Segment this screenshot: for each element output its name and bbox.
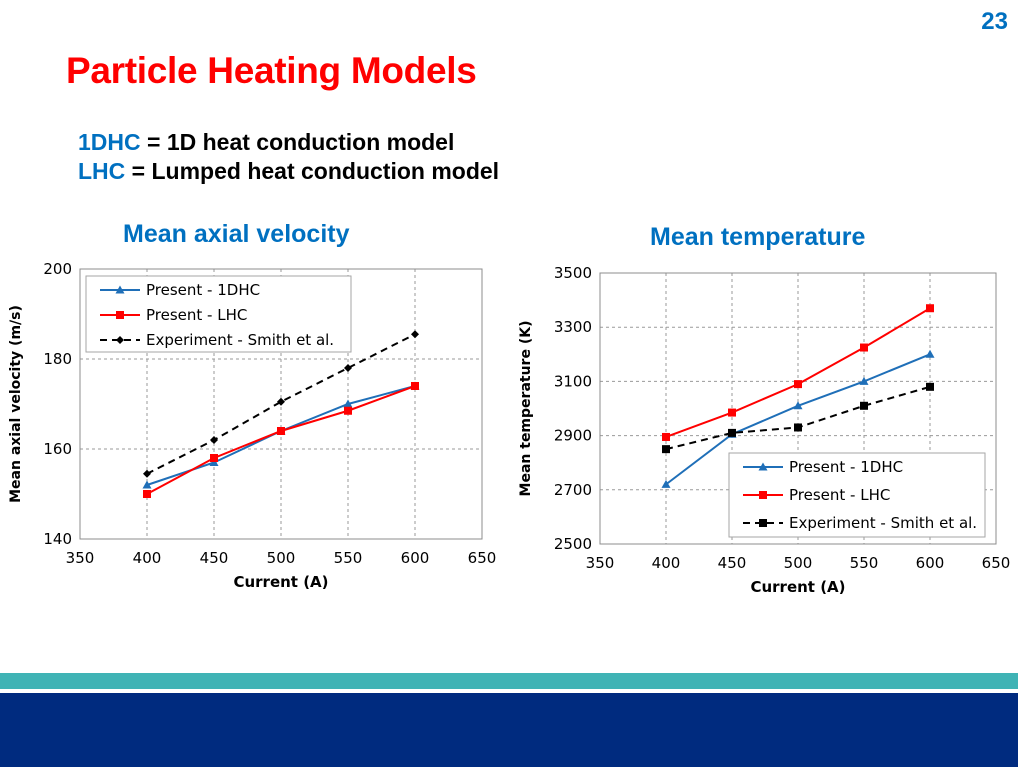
x-tick-label: 400	[652, 554, 681, 572]
data-point	[210, 436, 218, 444]
x-tick-label: 650	[468, 549, 497, 567]
data-point	[277, 397, 285, 406]
y-tick-label: 3300	[554, 318, 592, 336]
x-tick-label: 550	[334, 549, 363, 567]
data-point	[728, 408, 736, 417]
x-tick-label: 450	[200, 549, 229, 567]
data-point	[794, 380, 802, 389]
definition-text: = Lumped heat conduction model	[125, 158, 500, 184]
x-tick-label: 350	[66, 549, 95, 567]
data-point	[411, 330, 419, 339]
data-point	[661, 479, 671, 488]
legend-marker	[115, 285, 125, 294]
data-point	[926, 304, 934, 313]
data-point	[210, 454, 218, 462]
data-point	[143, 490, 151, 498]
footer-navy-band	[0, 693, 1018, 767]
model-definitions: 1DHC = 1D heat conduction model LHC = Lu…	[78, 128, 499, 186]
y-axis-label: Mean temperature (K)	[518, 321, 534, 497]
legend-marker	[116, 336, 124, 344]
y-tick-label: 200	[43, 260, 72, 278]
legend-label: Present - 1DHC	[789, 458, 903, 476]
data-point	[142, 480, 152, 489]
y-tick-label: 3500	[554, 264, 592, 282]
x-tick-label: 500	[784, 554, 813, 572]
data-point	[344, 364, 352, 372]
data-point	[343, 399, 353, 408]
x-tick-label: 350	[586, 554, 615, 572]
data-point	[728, 428, 736, 437]
footer-teal-band	[0, 673, 1018, 689]
data-point	[793, 401, 803, 410]
definition-abbr: LHC	[78, 158, 126, 184]
definition-abbr: 1DHC	[78, 129, 141, 155]
legend-marker	[759, 519, 767, 527]
x-tick-label: 450	[718, 554, 747, 572]
y-tick-label: 2500	[554, 535, 592, 553]
page-number: 23	[981, 8, 1008, 35]
velocity-chart-title: Mean axial velocity	[123, 220, 350, 248]
data-point	[860, 401, 868, 410]
temperature-chart-title: Mean temperature	[650, 223, 866, 251]
data-point	[859, 376, 869, 385]
x-axis-label: Current (A)	[233, 573, 328, 591]
definition-text: = 1D heat conduction model	[140, 129, 455, 155]
legend-label: Experiment - Smith et al.	[146, 331, 334, 349]
definition-lhc: LHC = Lumped heat conduction model	[78, 157, 499, 186]
data-point	[860, 343, 868, 352]
data-point	[794, 423, 802, 432]
slide-title: Particle Heating Models	[66, 50, 477, 91]
legend-label: Present - LHC	[789, 486, 890, 504]
data-point	[926, 382, 934, 391]
series-line	[146, 333, 416, 475]
plot-area	[79, 268, 483, 540]
legend-marker	[759, 491, 767, 499]
legend-label: Experiment - Smith et al.	[789, 514, 977, 532]
y-tick-label: 2700	[554, 481, 592, 499]
definition-1dhc: 1DHC = 1D heat conduction model	[78, 128, 499, 157]
x-tick-label: 600	[401, 549, 430, 567]
y-tick-label: 140	[43, 530, 72, 548]
legend-marker	[758, 462, 768, 471]
data-point	[662, 445, 670, 454]
data-point	[925, 349, 935, 358]
plot-area	[599, 272, 997, 545]
x-tick-label: 500	[267, 549, 296, 567]
data-point	[344, 406, 352, 415]
data-point	[143, 469, 151, 478]
y-tick-label: 180	[43, 350, 72, 368]
data-point	[277, 427, 285, 435]
x-axis-label: Current (A)	[750, 578, 845, 596]
x-tick-label: 650	[982, 554, 1011, 572]
x-tick-label: 400	[133, 549, 162, 567]
x-tick-label: 600	[916, 554, 945, 572]
legend-marker	[116, 311, 124, 319]
data-point	[662, 432, 670, 441]
x-tick-label: 550	[850, 554, 879, 572]
y-axis-label: Mean axial velocity (m/s)	[8, 305, 24, 503]
legend-label: Present - 1DHC	[146, 281, 260, 299]
legend-label: Present - LHC	[146, 306, 247, 324]
y-tick-label: 160	[43, 440, 72, 458]
y-tick-label: 2900	[554, 427, 592, 445]
data-point	[411, 382, 419, 390]
y-tick-label: 3100	[554, 372, 592, 390]
